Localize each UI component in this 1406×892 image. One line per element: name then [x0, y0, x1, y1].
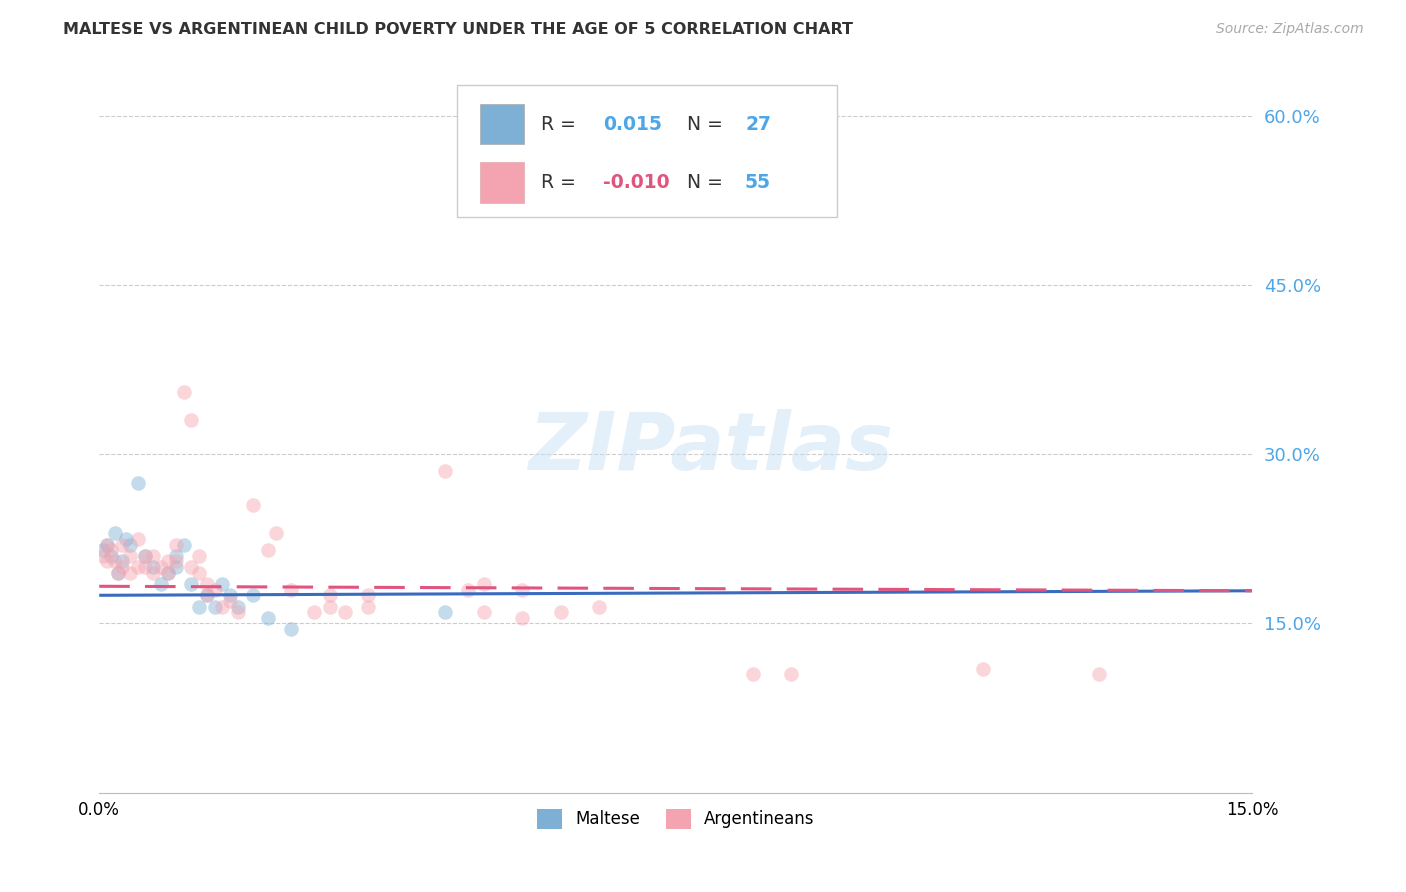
- Point: [115, 532, 138, 546]
- Point: [195, 577, 218, 591]
- Point: [211, 577, 233, 591]
- Point: [457, 582, 479, 597]
- Point: [204, 582, 226, 597]
- Point: [96, 537, 118, 551]
- Point: [257, 543, 280, 558]
- Point: [188, 599, 211, 614]
- Point: [741, 667, 763, 681]
- Point: [510, 611, 533, 625]
- Point: [588, 599, 610, 614]
- Point: [195, 588, 218, 602]
- Point: [280, 622, 302, 636]
- Point: [188, 549, 211, 563]
- Point: [149, 560, 172, 574]
- Point: [127, 560, 149, 574]
- Point: [242, 498, 264, 512]
- Point: [91, 549, 114, 563]
- Point: [1087, 667, 1109, 681]
- Point: [780, 131, 803, 145]
- Point: [157, 566, 180, 580]
- Point: [118, 566, 141, 580]
- Text: ZIPatlas: ZIPatlas: [527, 409, 893, 487]
- Point: [134, 549, 156, 563]
- Text: Source: ZipAtlas.com: Source: ZipAtlas.com: [1216, 22, 1364, 37]
- Point: [972, 662, 994, 676]
- Point: [165, 549, 187, 563]
- Text: 55: 55: [745, 173, 770, 193]
- Point: [103, 554, 125, 568]
- Point: [173, 537, 195, 551]
- Point: [149, 577, 172, 591]
- Point: [434, 605, 457, 619]
- Point: [142, 549, 165, 563]
- Point: [111, 560, 134, 574]
- FancyBboxPatch shape: [479, 162, 523, 202]
- Point: [204, 599, 226, 614]
- Point: [107, 566, 129, 580]
- Point: [127, 532, 149, 546]
- Text: N =: N =: [688, 173, 730, 193]
- Point: [219, 594, 242, 608]
- Point: [91, 543, 114, 558]
- Point: [111, 537, 134, 551]
- Point: [165, 554, 187, 568]
- Point: [264, 526, 287, 541]
- Point: [434, 464, 457, 478]
- Point: [335, 605, 357, 619]
- Point: [510, 582, 533, 597]
- Point: [780, 667, 803, 681]
- Point: [96, 537, 118, 551]
- Point: [550, 605, 572, 619]
- Text: N =: N =: [688, 114, 730, 134]
- Point: [180, 560, 202, 574]
- Point: [165, 537, 187, 551]
- Point: [226, 599, 249, 614]
- Point: [157, 566, 180, 580]
- FancyBboxPatch shape: [457, 86, 838, 218]
- Point: [188, 566, 211, 580]
- Point: [96, 554, 118, 568]
- Legend: Maltese, Argentineans: Maltese, Argentineans: [530, 802, 821, 836]
- Point: [107, 566, 129, 580]
- Point: [173, 385, 195, 400]
- Point: [165, 560, 187, 574]
- Point: [134, 560, 156, 574]
- Point: [142, 566, 165, 580]
- FancyBboxPatch shape: [479, 103, 523, 144]
- Point: [319, 588, 342, 602]
- Point: [118, 549, 141, 563]
- Point: [280, 582, 302, 597]
- Point: [180, 413, 202, 427]
- Point: [195, 588, 218, 602]
- Point: [257, 611, 280, 625]
- Point: [304, 605, 326, 619]
- Point: [219, 588, 242, 602]
- Text: 27: 27: [745, 114, 770, 134]
- Point: [180, 577, 202, 591]
- Point: [142, 560, 165, 574]
- Point: [472, 605, 495, 619]
- Point: [103, 526, 125, 541]
- Point: [100, 549, 122, 563]
- Point: [157, 554, 180, 568]
- Point: [319, 599, 342, 614]
- Point: [118, 537, 141, 551]
- Text: R =: R =: [541, 173, 582, 193]
- Point: [472, 577, 495, 591]
- Point: [357, 599, 380, 614]
- Point: [211, 599, 233, 614]
- Point: [134, 549, 156, 563]
- Text: 0.015: 0.015: [603, 114, 662, 134]
- Point: [111, 554, 134, 568]
- Text: -0.010: -0.010: [603, 173, 669, 193]
- Point: [226, 605, 249, 619]
- Point: [100, 543, 122, 558]
- Text: MALTESE VS ARGENTINEAN CHILD POVERTY UNDER THE AGE OF 5 CORRELATION CHART: MALTESE VS ARGENTINEAN CHILD POVERTY UND…: [63, 22, 853, 37]
- Text: R =: R =: [541, 114, 582, 134]
- Point: [127, 475, 149, 490]
- Point: [357, 588, 380, 602]
- Point: [242, 588, 264, 602]
